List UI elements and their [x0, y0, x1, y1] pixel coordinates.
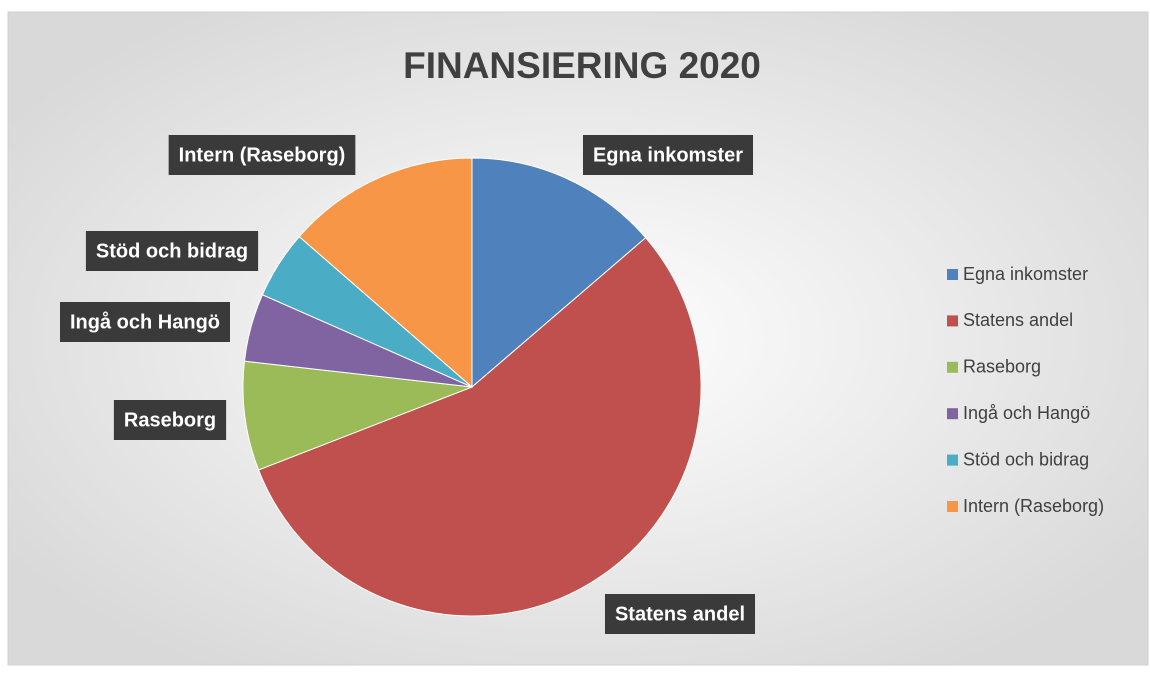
legend-label: Egna inkomster: [963, 264, 1088, 284]
data-label: Stöd och bidrag: [96, 240, 248, 262]
pie-slice: [242, 360, 473, 471]
pie-slice: [471, 157, 647, 389]
pie-slice: [257, 237, 702, 617]
legend-label: Raseborg: [963, 357, 1041, 377]
data-label: Raseborg: [124, 409, 216, 431]
pie-slice: [298, 157, 473, 389]
chart-title: FINANSIERING 2020: [403, 45, 761, 86]
data-label: Statens andel: [615, 603, 745, 625]
legend-label: Intern (Raseborg): [963, 496, 1104, 516]
legend-swatch: [947, 361, 958, 373]
data-label-box: [168, 135, 356, 175]
legend-swatch: [947, 269, 958, 280]
legend-swatch: [947, 501, 958, 512]
data-label-box: [85, 231, 259, 271]
legend-label: Stöd och bidrag: [963, 449, 1089, 469]
data-label: Intern (Raseborg): [179, 144, 346, 166]
data-label-box: [60, 302, 230, 342]
data-label-box: [604, 594, 756, 634]
legend-swatch: [947, 315, 958, 327]
data-label-box: [582, 135, 754, 175]
data-label: Ingå och Hangö: [70, 310, 220, 333]
data-label-box: [113, 400, 227, 440]
legend-swatch: [947, 408, 958, 420]
data-label: Egna inkomster: [593, 144, 743, 166]
legend-swatch: [947, 454, 958, 466]
legend-label: Statens andel: [963, 310, 1073, 330]
legend-label: Ingå och Hangö: [963, 403, 1090, 423]
